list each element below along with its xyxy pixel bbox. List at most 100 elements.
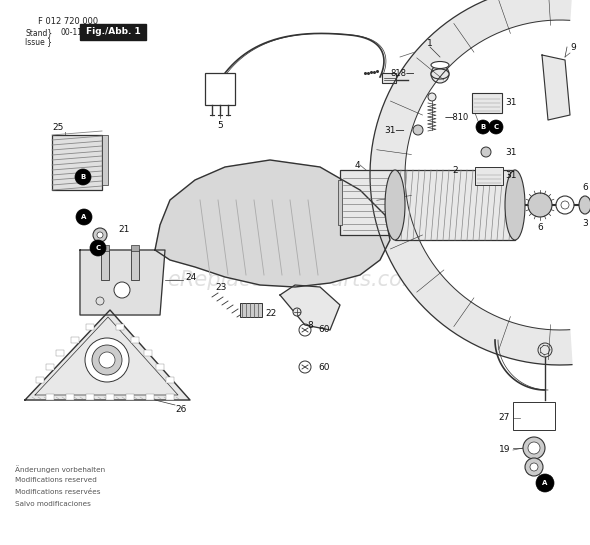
- Circle shape: [99, 352, 115, 368]
- Text: 3: 3: [582, 219, 588, 227]
- Circle shape: [525, 458, 543, 476]
- Text: 24: 24: [185, 272, 196, 282]
- Bar: [475, 167, 503, 185]
- Bar: [144, 350, 152, 356]
- Bar: [131, 245, 139, 251]
- Circle shape: [530, 463, 538, 471]
- Text: 818—: 818—: [391, 69, 415, 77]
- Ellipse shape: [579, 196, 590, 214]
- Ellipse shape: [505, 170, 525, 240]
- Text: Stand}: Stand}: [25, 28, 53, 37]
- Circle shape: [413, 125, 423, 135]
- Text: 9: 9: [570, 43, 576, 51]
- Bar: [205, 73, 235, 105]
- Text: 8: 8: [307, 320, 313, 330]
- Bar: [338, 180, 342, 225]
- Text: 31: 31: [505, 171, 516, 179]
- Bar: [156, 364, 164, 370]
- Circle shape: [90, 240, 106, 256]
- Bar: [126, 394, 134, 400]
- Text: Salvo modificaciones: Salvo modificaciones: [15, 501, 91, 507]
- Circle shape: [97, 232, 103, 238]
- Text: 22: 22: [265, 308, 276, 318]
- Text: 6: 6: [582, 183, 588, 191]
- Bar: [131, 250, 139, 280]
- Circle shape: [476, 120, 490, 134]
- Bar: [166, 394, 174, 400]
- Text: Issue }: Issue }: [25, 37, 52, 46]
- Circle shape: [481, 147, 491, 157]
- Bar: [46, 364, 54, 370]
- Text: 31—: 31—: [385, 125, 405, 135]
- Bar: [36, 377, 44, 383]
- Bar: [56, 350, 64, 356]
- Bar: [146, 394, 154, 400]
- Text: eReplacementParts.com: eReplacementParts.com: [168, 270, 422, 290]
- Ellipse shape: [431, 62, 449, 69]
- Circle shape: [538, 343, 552, 357]
- Bar: [340, 170, 395, 235]
- Circle shape: [561, 201, 569, 209]
- Bar: [52, 135, 102, 190]
- Text: 31: 31: [505, 148, 516, 156]
- Circle shape: [93, 228, 107, 242]
- Text: Modifications reserved: Modifications reserved: [15, 477, 97, 483]
- Text: Fig./Abb. 1: Fig./Abb. 1: [86, 27, 140, 36]
- Polygon shape: [280, 285, 340, 330]
- Polygon shape: [80, 250, 165, 315]
- Bar: [46, 394, 54, 400]
- Text: 1: 1: [427, 39, 433, 47]
- Circle shape: [428, 93, 436, 101]
- Text: F 012 720 000: F 012 720 000: [38, 17, 98, 26]
- Circle shape: [556, 196, 574, 214]
- Circle shape: [528, 193, 552, 217]
- Text: 27: 27: [499, 414, 510, 422]
- Polygon shape: [155, 160, 390, 287]
- Text: —810: —810: [445, 112, 469, 122]
- Polygon shape: [370, 0, 572, 365]
- Bar: [86, 324, 94, 330]
- Bar: [101, 250, 109, 280]
- Bar: [513, 402, 555, 430]
- Text: B: B: [80, 174, 86, 180]
- Circle shape: [92, 345, 122, 375]
- Text: Änderungen vorbehalten: Änderungen vorbehalten: [15, 465, 105, 473]
- Text: 21: 21: [118, 225, 129, 233]
- Text: 5: 5: [217, 120, 223, 130]
- Text: C: C: [493, 124, 499, 130]
- FancyBboxPatch shape: [80, 23, 146, 39]
- Text: 00-11-13: 00-11-13: [60, 27, 94, 37]
- Text: B: B: [480, 124, 486, 130]
- Text: C: C: [96, 245, 100, 251]
- Circle shape: [114, 282, 130, 298]
- Text: 4: 4: [354, 160, 360, 169]
- Text: 6: 6: [537, 222, 543, 232]
- Text: 25: 25: [52, 123, 63, 131]
- Circle shape: [489, 120, 503, 134]
- Polygon shape: [25, 310, 190, 400]
- Bar: [71, 337, 79, 343]
- Text: 60: 60: [318, 362, 329, 372]
- Bar: [66, 394, 74, 400]
- Text: A: A: [542, 480, 548, 486]
- Text: 60: 60: [318, 325, 329, 335]
- Bar: [101, 245, 109, 251]
- Bar: [382, 73, 396, 83]
- Bar: [395, 170, 515, 240]
- Bar: [166, 377, 174, 383]
- Text: 26: 26: [175, 405, 186, 415]
- Circle shape: [293, 308, 301, 316]
- Circle shape: [536, 474, 554, 492]
- Ellipse shape: [431, 69, 449, 79]
- Text: 19: 19: [499, 445, 510, 455]
- Text: 2: 2: [452, 166, 458, 174]
- Circle shape: [523, 437, 545, 459]
- Circle shape: [431, 65, 449, 83]
- Circle shape: [528, 442, 540, 454]
- Bar: [472, 93, 502, 113]
- Text: 31: 31: [505, 98, 516, 106]
- Bar: [106, 394, 114, 400]
- Circle shape: [75, 169, 91, 185]
- Bar: [86, 394, 94, 400]
- Bar: [393, 180, 397, 225]
